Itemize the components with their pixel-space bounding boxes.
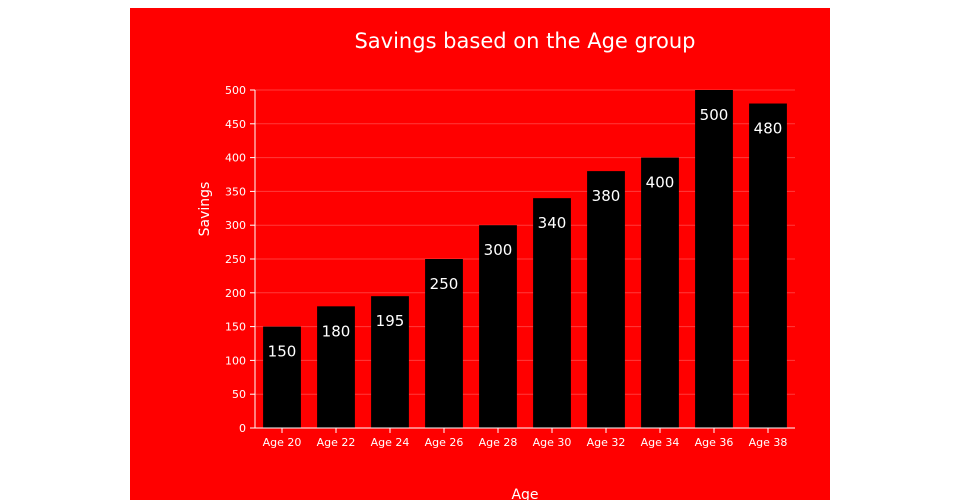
bar-value-label: 400 bbox=[646, 174, 675, 192]
x-tick-label: Age 24 bbox=[371, 436, 410, 449]
bar-value-label: 380 bbox=[592, 187, 621, 205]
bar-value-label: 150 bbox=[268, 343, 297, 361]
y-tick-label: 150 bbox=[225, 321, 246, 334]
bar-value-label: 340 bbox=[538, 214, 567, 232]
x-axis-ticks: Age 20 Age 22 Age 24 Age 26 Age 28 Age 30 Age … bbox=[263, 428, 788, 449]
bar bbox=[263, 326, 301, 428]
bar bbox=[749, 103, 787, 429]
y-tick-label: 450 bbox=[225, 118, 246, 131]
x-tick-label: Age 32 bbox=[587, 436, 626, 449]
y-tick-label: 350 bbox=[225, 185, 246, 198]
bar-chart: Savings based on the Age group 0 50 100 150… bbox=[130, 8, 830, 500]
bar bbox=[695, 90, 733, 428]
bars bbox=[263, 90, 787, 429]
y-tick-label: 300 bbox=[225, 219, 246, 232]
x-tick-label: Age 34 bbox=[641, 436, 680, 449]
x-tick-label: Age 28 bbox=[479, 436, 518, 449]
y-tick-label: 400 bbox=[225, 152, 246, 165]
x-tick-label: Age 36 bbox=[695, 436, 734, 449]
chart-title: Savings based on the Age group bbox=[354, 29, 695, 53]
y-tick-label: 200 bbox=[225, 287, 246, 300]
bar-value-label: 300 bbox=[484, 241, 513, 259]
y-tick-label: 100 bbox=[225, 354, 246, 367]
chart-panel: Savings based on the Age group 0 50 100 150… bbox=[130, 8, 830, 500]
x-axis-title: Age bbox=[511, 487, 538, 500]
y-tick-label: 250 bbox=[225, 253, 246, 266]
x-tick-label: Age 20 bbox=[263, 436, 302, 449]
bar bbox=[479, 225, 517, 428]
data-labels: 150 180 195 250 300 340 380 400 500 480 bbox=[268, 106, 783, 361]
x-tick-label: Age 30 bbox=[533, 436, 572, 449]
y-tick-label: 500 bbox=[225, 84, 246, 97]
x-tick-label: Age 22 bbox=[317, 436, 356, 449]
bar-value-label: 480 bbox=[754, 120, 783, 138]
bar bbox=[587, 171, 625, 428]
bar-value-label: 250 bbox=[430, 275, 459, 293]
y-axis-ticks: 0 50 100 150 200 250 300 350 400 450 500 bbox=[225, 84, 255, 435]
bar-value-label: 195 bbox=[376, 312, 405, 330]
bar bbox=[317, 306, 355, 428]
y-axis-title: Savings bbox=[197, 182, 213, 237]
bar-value-label: 180 bbox=[322, 322, 351, 340]
bar-value-label: 500 bbox=[700, 106, 729, 124]
bar bbox=[533, 198, 571, 428]
y-tick-label: 50 bbox=[232, 388, 246, 401]
x-tick-label: Age 38 bbox=[749, 436, 788, 449]
bar bbox=[641, 157, 679, 428]
bar bbox=[371, 296, 409, 428]
bar bbox=[425, 259, 463, 428]
y-tick-label: 0 bbox=[239, 422, 246, 435]
x-tick-label: Age 26 bbox=[425, 436, 464, 449]
